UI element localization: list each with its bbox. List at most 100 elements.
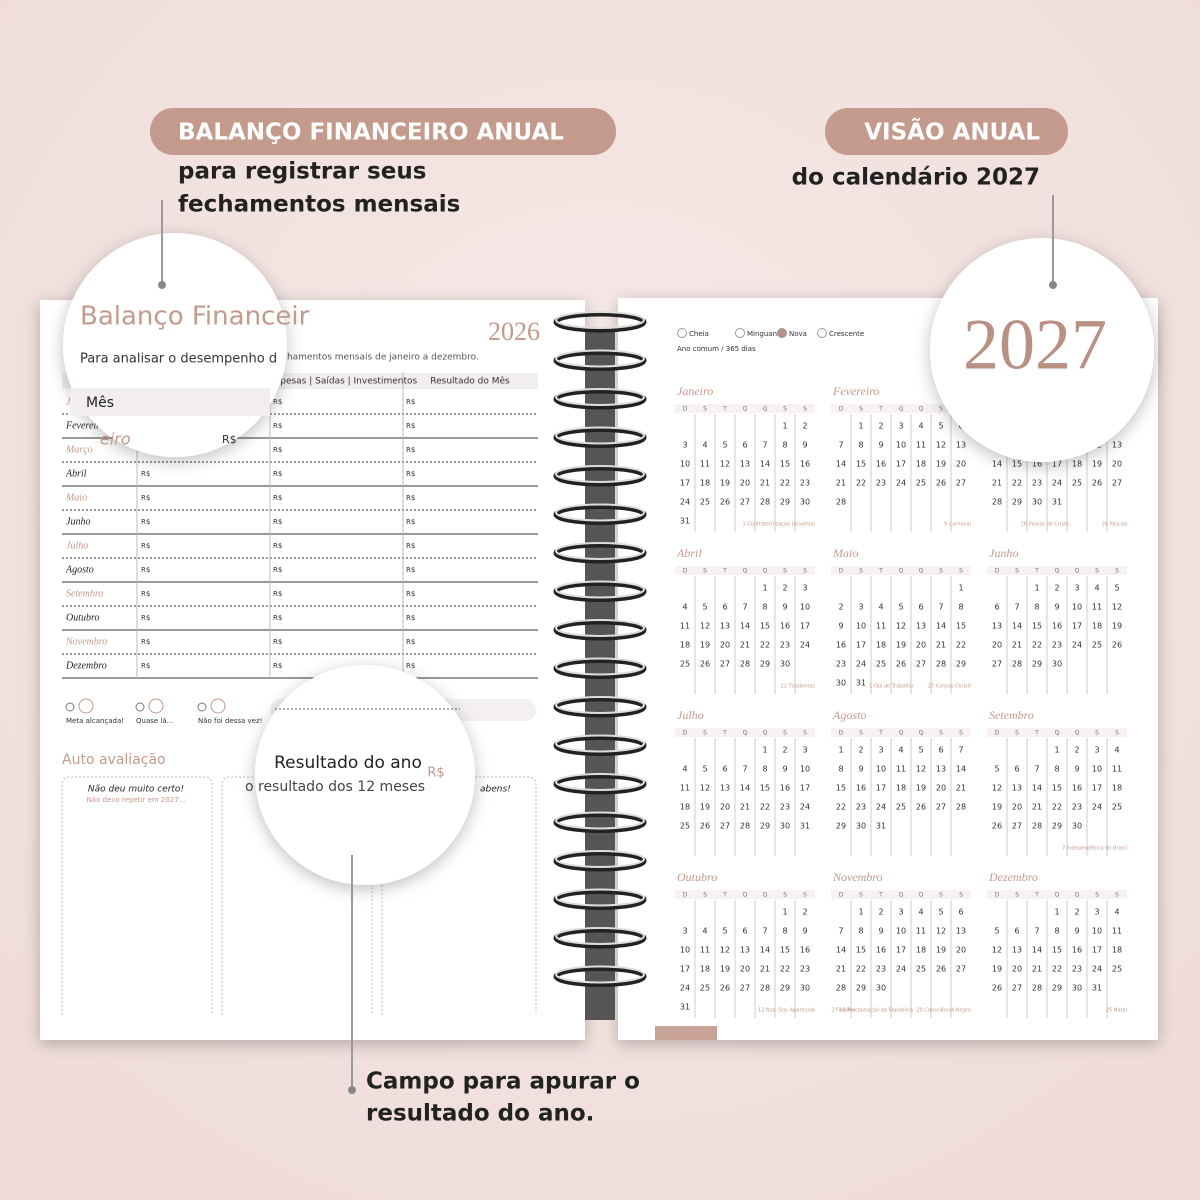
day: 29 bbox=[780, 498, 790, 507]
spiral-ring bbox=[555, 503, 645, 522]
day: 13 bbox=[992, 622, 1002, 631]
currency: R$ bbox=[141, 638, 150, 646]
currency: R$ bbox=[141, 566, 150, 574]
weekday: T bbox=[878, 730, 883, 737]
day: 6 bbox=[722, 765, 727, 774]
weekday: S bbox=[939, 892, 943, 899]
weekday: Q bbox=[919, 406, 924, 413]
day: 27 bbox=[916, 660, 926, 669]
weekday: Q bbox=[899, 892, 904, 899]
day: 7 bbox=[838, 927, 843, 936]
day: 4 bbox=[878, 603, 883, 612]
month-label: Dezembro bbox=[65, 660, 107, 671]
holiday-note: 20 Consciência Negra bbox=[916, 1007, 971, 1014]
day: 21 bbox=[760, 479, 770, 488]
weekday: S bbox=[959, 730, 963, 737]
day: 12 bbox=[1112, 603, 1122, 612]
holiday-note: 15 Proclamação da República bbox=[839, 1007, 913, 1014]
day: 11 bbox=[1112, 765, 1122, 774]
spiral-ring bbox=[555, 388, 645, 406]
day: 10 bbox=[1072, 603, 1082, 612]
moon-label: Crescente bbox=[829, 330, 864, 338]
day: 26 bbox=[1112, 641, 1122, 650]
day: 30 bbox=[836, 679, 846, 688]
day: 2 bbox=[1074, 908, 1079, 917]
holiday-note: 28 Páscoa bbox=[1102, 521, 1127, 528]
day: 29 bbox=[780, 984, 790, 993]
day: 6 bbox=[742, 927, 747, 936]
weekday: D bbox=[683, 730, 688, 737]
day: 27 bbox=[1112, 479, 1122, 488]
weekday-row bbox=[675, 890, 815, 899]
weekday: D bbox=[839, 406, 844, 413]
weekday: S bbox=[703, 568, 707, 575]
day: 20 bbox=[916, 641, 926, 650]
callout-pill bbox=[150, 108, 616, 155]
day: 1 bbox=[762, 584, 767, 593]
day: 28 bbox=[760, 984, 770, 993]
day: 30 bbox=[780, 660, 790, 669]
weekday: Q bbox=[763, 406, 768, 413]
day: 24 bbox=[680, 984, 690, 993]
zoom-circle bbox=[255, 665, 475, 885]
day: 23 bbox=[836, 660, 846, 669]
day: 1 bbox=[958, 584, 963, 593]
day: 4 bbox=[682, 603, 687, 612]
day: 23 bbox=[1052, 641, 1062, 650]
weekday: S bbox=[1115, 730, 1119, 737]
day: 25 bbox=[700, 984, 710, 993]
day: 26 bbox=[896, 660, 906, 669]
weekday: D bbox=[839, 892, 844, 899]
day: 14 bbox=[760, 460, 770, 469]
day: 28 bbox=[836, 984, 846, 993]
day: 3 bbox=[878, 746, 883, 755]
day: 7 bbox=[762, 441, 767, 450]
weekday: Q bbox=[1075, 568, 1080, 575]
subtitle: chamentos mensais de janeiro a dezembro. bbox=[282, 353, 479, 363]
day: 30 bbox=[800, 984, 810, 993]
weekday: S bbox=[783, 730, 787, 737]
spiral-ring bbox=[555, 811, 645, 830]
day: 31 bbox=[876, 822, 886, 831]
day: 10 bbox=[800, 765, 810, 774]
day: 27 bbox=[992, 660, 1002, 669]
day: 12 bbox=[936, 441, 946, 450]
weekday: T bbox=[722, 892, 727, 899]
day: 24 bbox=[1092, 965, 1102, 974]
weekday: D bbox=[995, 892, 1000, 899]
moon-icon bbox=[677, 328, 687, 338]
day: 11 bbox=[700, 946, 710, 955]
day: 12 bbox=[720, 946, 730, 955]
day: 27 bbox=[720, 822, 730, 831]
day: 21 bbox=[740, 803, 750, 812]
day: 6 bbox=[1014, 765, 1019, 774]
callout-text: Campo para apurar o bbox=[366, 1069, 640, 1095]
currency: R$ bbox=[273, 662, 282, 670]
moon-label: Cheia bbox=[689, 330, 709, 338]
day: 7 bbox=[838, 441, 843, 450]
day: 7 bbox=[1034, 927, 1039, 936]
day: 25 bbox=[916, 479, 926, 488]
weekday: S bbox=[1115, 892, 1119, 899]
day: 29 bbox=[760, 660, 770, 669]
day: 15 bbox=[1012, 460, 1022, 469]
day: 5 bbox=[898, 603, 903, 612]
weekday: D bbox=[683, 406, 688, 413]
weekday: Q bbox=[899, 568, 904, 575]
holiday-note: 2 Finados bbox=[831, 1008, 855, 1014]
day: 17 bbox=[1092, 784, 1102, 793]
section-title: Auto avaliação bbox=[62, 752, 166, 768]
day: 17 bbox=[1092, 946, 1102, 955]
weekday: Q bbox=[763, 568, 768, 575]
day: 21 bbox=[992, 479, 1002, 488]
day: 27 bbox=[936, 803, 946, 812]
spiral-ring bbox=[555, 888, 645, 907]
day: 19 bbox=[992, 965, 1002, 974]
day: 3 bbox=[898, 422, 903, 431]
day: 16 bbox=[1072, 946, 1082, 955]
day: 3 bbox=[1094, 746, 1099, 755]
weekday-row bbox=[831, 566, 971, 575]
day: 17 bbox=[896, 460, 906, 469]
day: 19 bbox=[936, 946, 946, 955]
zoom-col: Mês bbox=[86, 395, 114, 411]
